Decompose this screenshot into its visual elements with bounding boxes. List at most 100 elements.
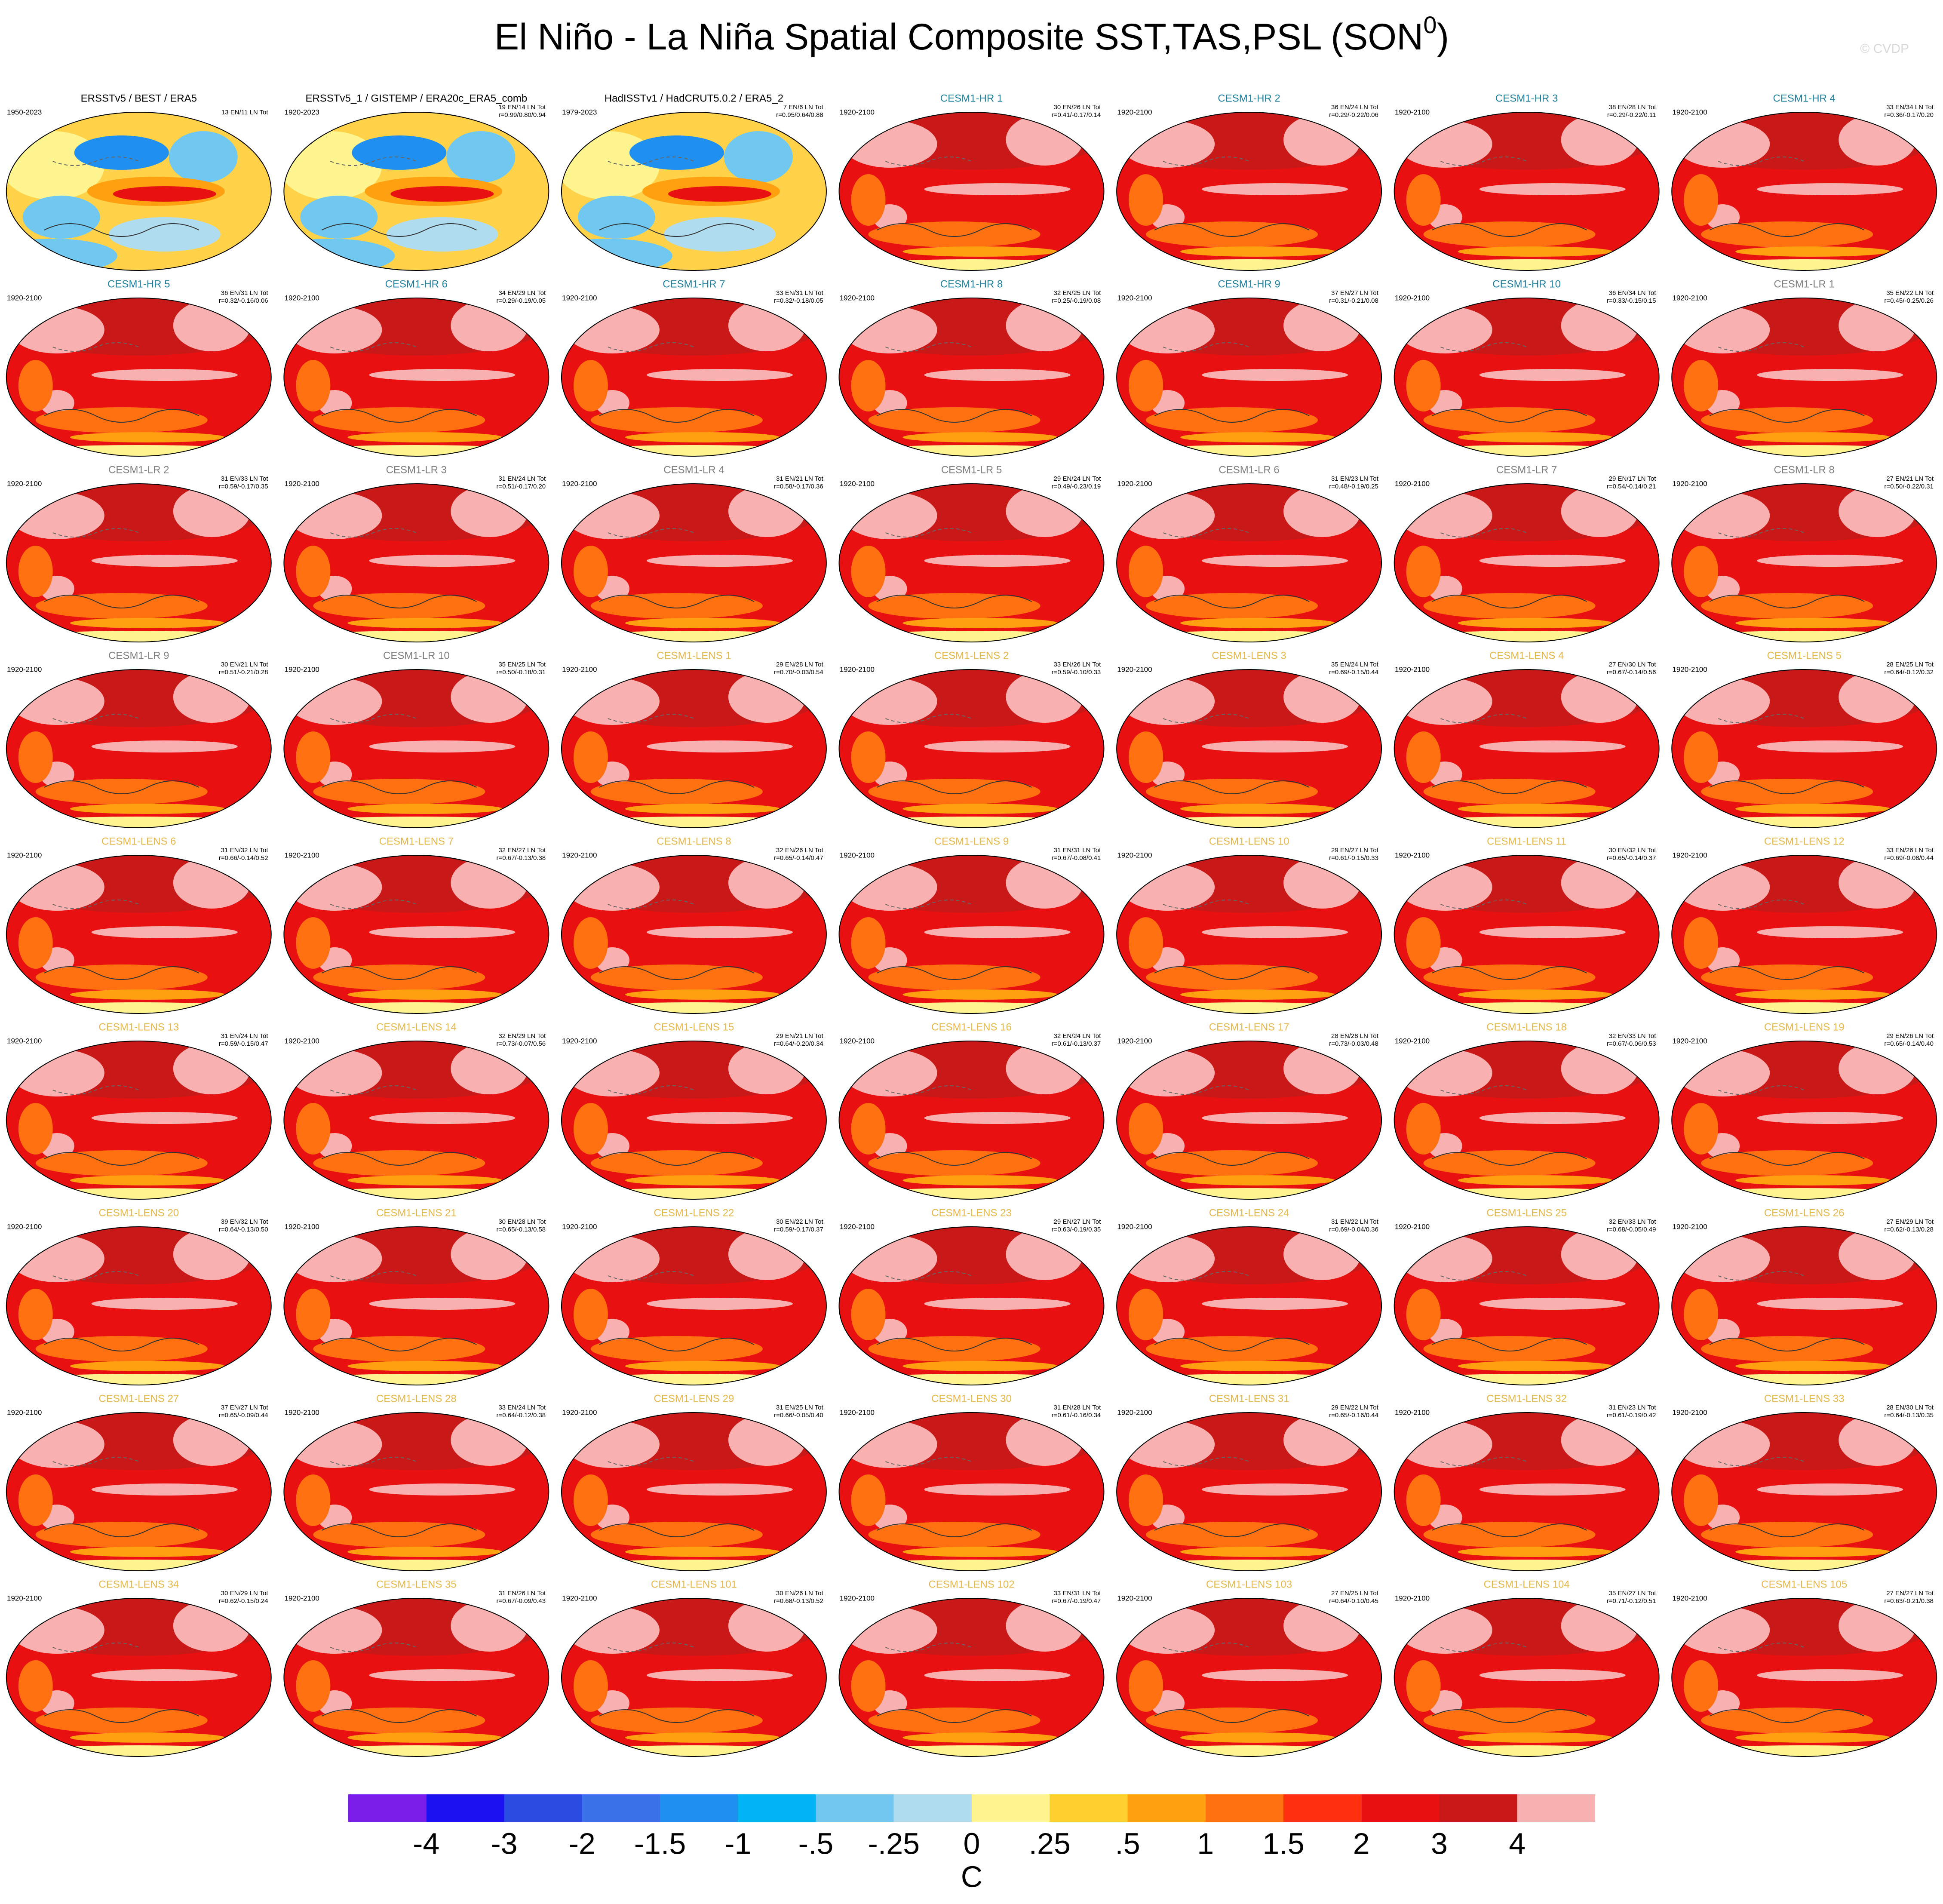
- contour: [321, 595, 477, 608]
- panel: CESM1-LENS 23 1920-2100 29 EN/27 LN Totr=0…: [838, 1207, 1105, 1385]
- map-region: [1117, 631, 1382, 642]
- map: [6, 484, 271, 642]
- map-region: [1202, 183, 1348, 195]
- map-region: [296, 1660, 331, 1712]
- contour: [1154, 223, 1310, 237]
- map-region: [1129, 546, 1163, 597]
- map-outline: [838, 1598, 1105, 1757]
- colorbar-tick-label: -.5: [798, 1827, 834, 1860]
- map: [1672, 855, 1937, 1013]
- map-region: [169, 131, 238, 183]
- panel-r: r=0.65/-0.14/0.40: [1884, 1040, 1934, 1047]
- panel-title: CESM1-LENS 18: [1486, 1021, 1567, 1033]
- map-region: [347, 432, 503, 442]
- map-outline: [838, 1226, 1105, 1385]
- panel: CESM1-LENS 16 1920-2100 32 EN/24 LN Totr=0…: [838, 1021, 1105, 1200]
- map: [1117, 1041, 1382, 1199]
- contour: [321, 1152, 477, 1166]
- map-region: [287, 1235, 382, 1282]
- panel: CESM1-LENS 13 1920-2100 31 EN/24 LN Totr=0…: [6, 1021, 272, 1200]
- panel-counts: 29 EN/24 LN Tot: [1053, 475, 1101, 482]
- panel-r: r=0.59/-0.10/0.33: [1052, 669, 1101, 676]
- map-region: [6, 445, 271, 456]
- map-region: [300, 196, 378, 239]
- map-region: [561, 817, 826, 828]
- map-region: [1735, 1361, 1891, 1371]
- map-region: [1397, 863, 1492, 911]
- colorbar-swatch: [660, 1794, 738, 1822]
- map: [839, 112, 1104, 270]
- panel-years: 1920-2023: [285, 108, 319, 116]
- map-region: [1458, 618, 1613, 628]
- panel-years: 1920-2100: [285, 294, 319, 302]
- colorbar-swatch: [738, 1794, 816, 1822]
- map-region: [561, 445, 826, 456]
- map-region: [1180, 246, 1335, 257]
- map-region: [590, 593, 763, 619]
- panel-years: 1920-2100: [7, 1222, 42, 1231]
- panel-r: r=0.32/-0.18/0.05: [774, 297, 823, 304]
- map-region: [287, 1421, 382, 1468]
- panel-r: r=0.31/-0.21/0.08: [1329, 297, 1378, 304]
- map-outline: [6, 112, 272, 271]
- map: [1672, 669, 1937, 828]
- map-region: [1423, 1336, 1596, 1362]
- contour: [1163, 157, 1249, 166]
- panel-years: 1920-2100: [1672, 1594, 1707, 1602]
- map-region: [313, 964, 485, 990]
- map-region: [1701, 1150, 1873, 1176]
- map: [839, 298, 1104, 456]
- map-region: [1757, 1112, 1903, 1124]
- map-region: [1202, 740, 1348, 752]
- map-region: [924, 1669, 1071, 1681]
- map-region: [1406, 1474, 1441, 1526]
- panel-title: CESM1-HR 3: [1495, 92, 1558, 104]
- map-region: [35, 964, 208, 990]
- panel-title: CESM1-LENS 14: [376, 1021, 457, 1033]
- panel-counts: 30 EN/32 LN Tot: [1609, 847, 1657, 854]
- map-outline: [1394, 298, 1660, 457]
- panel-r: r=0.71/-0.12/0.51: [1607, 1597, 1656, 1605]
- panel-title: CESM1-LENS 15: [654, 1021, 734, 1033]
- contour: [321, 1523, 477, 1537]
- colorbar-tick-label: -3: [491, 1827, 517, 1860]
- map-region: [924, 369, 1071, 381]
- panel-years: 1920-2100: [285, 1408, 319, 1416]
- map-region: [1684, 174, 1719, 226]
- map-region: [924, 926, 1071, 938]
- map-region: [1120, 678, 1215, 725]
- panel-r: r=0.64/-0.13/0.35: [1884, 1412, 1934, 1419]
- map-region: [1701, 1707, 1873, 1733]
- panel-years: 1920-2100: [1672, 294, 1707, 302]
- panel-counts: 31 EN/28 LN Tot: [1053, 1404, 1101, 1411]
- panel-r: r=0.54/-0.14/0.21: [1607, 483, 1656, 490]
- panel-title: CESM1-LENS 26: [1764, 1207, 1845, 1219]
- map-region: [1423, 1150, 1596, 1176]
- map-region: [565, 1049, 660, 1096]
- panel-r: r=0.45/-0.25/0.26: [1884, 297, 1934, 304]
- map-region: [851, 1474, 886, 1526]
- contour: [1718, 714, 1805, 723]
- panel-title: CESM1-HR 9: [1218, 278, 1280, 290]
- map-region: [663, 217, 776, 252]
- colorbar-tick-label: 4: [1509, 1827, 1526, 1860]
- contour: [1709, 1338, 1865, 1351]
- panel-r: r=0.29/-0.22/0.11: [1607, 111, 1656, 119]
- map: [6, 1227, 271, 1385]
- panel: CESM1-LENS 33 1920-2100 28 EN/30 LN Totr=0…: [1671, 1393, 1937, 1571]
- contour: [885, 1643, 972, 1652]
- map: [1672, 1227, 1937, 1385]
- panel-counts: 32 EN/27 LN Tot: [498, 847, 546, 854]
- map-region: [842, 1606, 937, 1654]
- map-region: [625, 1732, 780, 1743]
- map-region: [561, 1002, 826, 1013]
- contour: [330, 1271, 417, 1281]
- panel-counts: 29 EN/27 LN Tot: [1331, 847, 1379, 854]
- panel-title: CESM1-LR 9: [108, 650, 169, 661]
- panel: CESM1-HR 6 1920-2100 34 EN/29 LN Totr=0.29…: [283, 278, 549, 457]
- map-region: [839, 445, 1104, 456]
- panel-title: CESM1-LENS 21: [376, 1207, 457, 1219]
- colorbar-swatch: [1439, 1794, 1517, 1822]
- panel: CESM1-HR 8 1920-2100 32 EN/25 LN Totr=0.25…: [838, 278, 1105, 457]
